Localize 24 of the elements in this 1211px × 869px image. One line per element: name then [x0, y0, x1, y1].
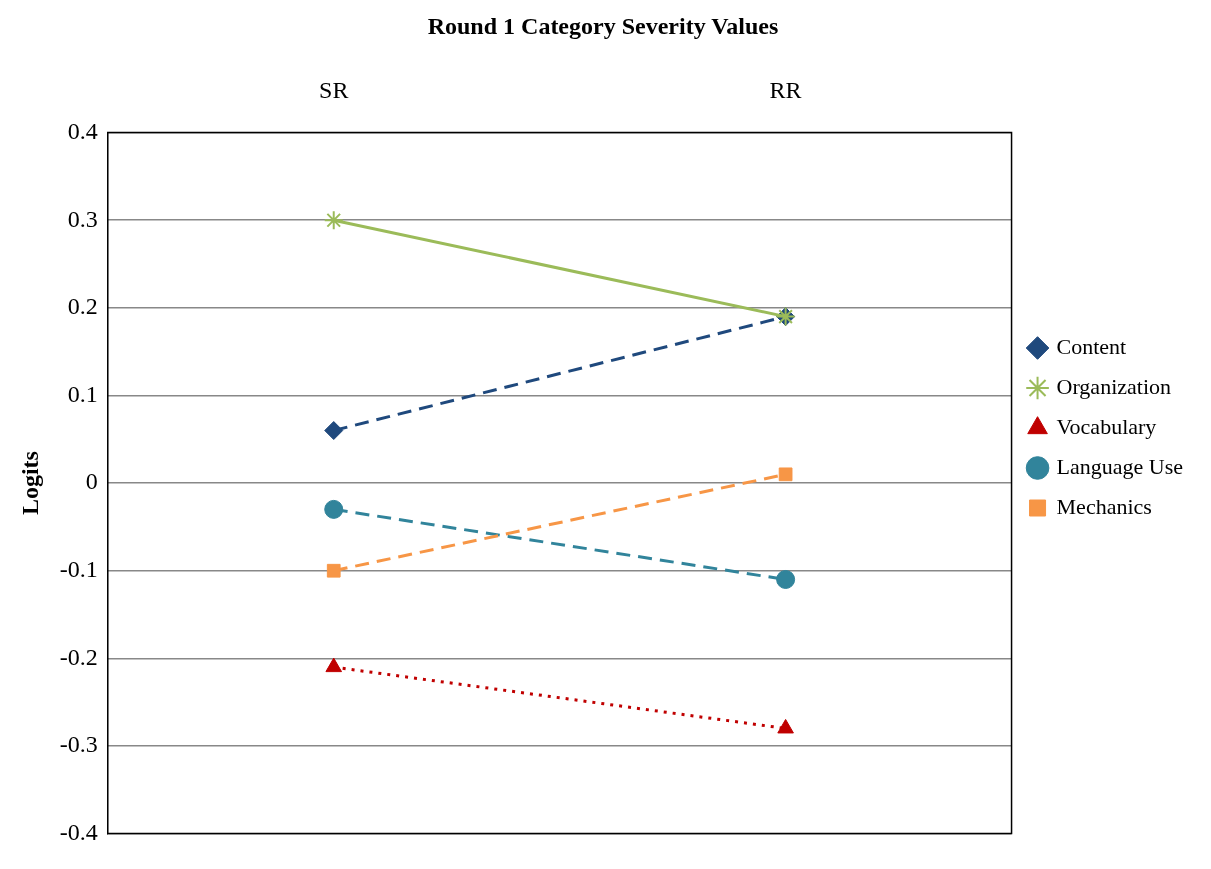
point: [324, 499, 344, 519]
y-tick-label: 0.4: [67, 117, 98, 144]
legend-label: Mechanics: [1056, 493, 1152, 519]
point: [776, 569, 796, 589]
chart-title: Round 1 Category Severity Values: [427, 12, 779, 39]
legend-label: Language Use: [1056, 453, 1184, 479]
legend-label: Vocabulary: [1056, 413, 1157, 439]
point: [778, 467, 793, 482]
y-tick-label: 0: [85, 468, 98, 495]
x-tick-label: RR: [769, 77, 802, 104]
legend-label: Content: [1056, 333, 1127, 359]
point: [324, 421, 344, 441]
y-tick-label: 0.2: [67, 293, 98, 320]
y-tick-label: 0.3: [67, 205, 98, 232]
y-tick-label: 0.1: [67, 380, 98, 407]
y-tick-label: -0.3: [59, 731, 98, 758]
legend-label: Organization: [1056, 373, 1172, 399]
y-tick-label: -0.1: [59, 556, 98, 583]
y-tick-label: -0.4: [59, 818, 98, 845]
point: [323, 210, 344, 231]
y-tick-label: -0.2: [59, 643, 98, 670]
x-tick-label: SR: [319, 77, 349, 104]
point: [326, 563, 341, 578]
y-axis-title: Logits: [16, 451, 43, 516]
